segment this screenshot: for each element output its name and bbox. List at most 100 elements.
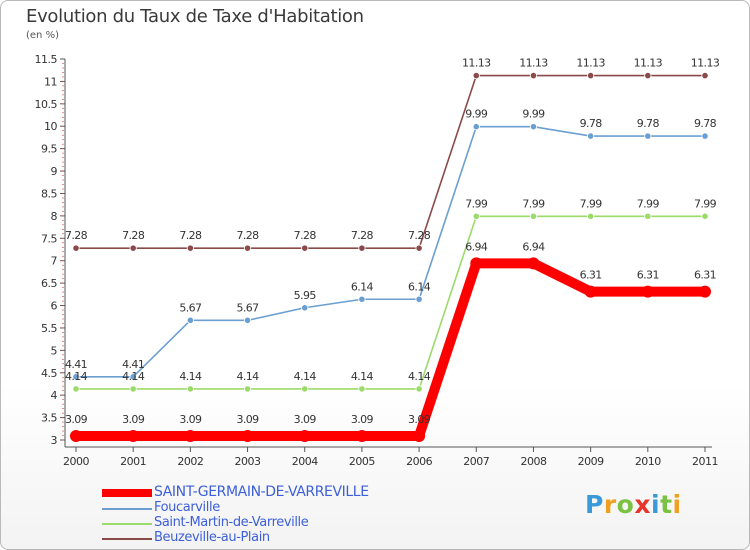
data-point	[472, 71, 480, 80]
data-label: 3.09	[236, 413, 259, 426]
logo-letter: o	[616, 490, 635, 519]
data-point	[529, 123, 538, 131]
data-point	[129, 373, 137, 381]
series-line	[75, 125, 706, 378]
y-tick-label: 11	[44, 75, 57, 88]
data-point	[415, 385, 423, 393]
logo-letter: i	[672, 490, 682, 519]
data-label: 7.28	[408, 229, 431, 242]
data-label: 3.09	[294, 413, 317, 426]
data-label: 3.09	[351, 413, 374, 426]
data-point	[587, 71, 595, 80]
x-tick-label: 2009	[578, 455, 604, 468]
legend-label: Foucarville	[154, 500, 220, 515]
data-label: 3.09	[65, 413, 88, 426]
data-point	[358, 244, 366, 252]
data-label: 7.99	[637, 197, 660, 210]
data-label: 7.99	[465, 197, 488, 210]
logo-letter: t	[660, 490, 673, 519]
data-point	[587, 132, 595, 140]
y-tick-label: 3	[51, 434, 58, 447]
x-tick-label: 2008	[520, 455, 546, 468]
data-point	[529, 71, 538, 80]
y-tick-label: 4	[51, 389, 58, 402]
data-label: 7.99	[580, 197, 603, 210]
data-label: 11.13	[462, 57, 491, 70]
data-label: 4.41	[65, 358, 87, 371]
x-tick-label: 2003	[235, 455, 261, 468]
data-label: 4.14	[65, 370, 88, 383]
data-point	[529, 212, 538, 220]
data-point	[301, 385, 309, 393]
data-label: 7.99	[522, 197, 545, 210]
data-label: 4.14	[351, 370, 374, 383]
data-point	[527, 257, 540, 270]
data-label: 7.28	[122, 229, 145, 242]
legend-item-saint-martin: Saint-Martin-de-Varreville	[102, 515, 422, 532]
y-tick-label: 3.5	[41, 412, 57, 425]
legend-swatch	[102, 508, 152, 510]
proxiti-logo[interactable]: Proxiti	[585, 490, 682, 519]
y-tick-label: 11.5	[35, 53, 58, 66]
y-tick-label: 7.5	[41, 232, 57, 245]
y-tick-label: 9	[51, 165, 58, 178]
data-point	[186, 385, 194, 393]
data-point	[358, 385, 366, 393]
data-point	[127, 429, 140, 442]
data-point	[72, 385, 80, 393]
data-point	[413, 429, 426, 442]
y-tick-label: 8	[51, 210, 58, 223]
legend-item-foucarville: Foucarville	[102, 500, 422, 517]
logo-letter: i	[651, 490, 661, 519]
data-point	[72, 244, 80, 252]
x-tick-label: 2006	[406, 455, 432, 468]
data-label: 9.99	[522, 108, 545, 121]
series-line	[75, 74, 706, 249]
data-label: 11.13	[576, 57, 605, 70]
data-label: 11.13	[691, 57, 720, 70]
data-point	[644, 71, 652, 80]
data-point	[243, 316, 252, 324]
legend-swatch	[102, 489, 152, 497]
data-label: 6.14	[408, 280, 431, 293]
legend-swatch	[102, 523, 152, 525]
data-label: 4.14	[294, 370, 317, 383]
data-label: 4.14	[408, 370, 431, 383]
data-label: 7.28	[294, 229, 317, 242]
logo-letter: x	[634, 490, 651, 519]
data-point	[129, 244, 137, 252]
data-label: 9.78	[694, 117, 717, 130]
y-tick-label: 6	[51, 300, 58, 313]
data-point	[301, 244, 309, 252]
data-point	[301, 304, 309, 312]
data-point	[186, 316, 194, 324]
logo-letter: r	[603, 490, 617, 519]
legend-label: Beuzeville-au-Plain	[154, 530, 270, 545]
y-tick-label: 9.5	[41, 143, 57, 156]
data-label: 11.13	[634, 57, 663, 70]
data-point	[587, 212, 595, 220]
y-tick-label: 5.5	[41, 322, 57, 335]
data-label: 4.14	[122, 370, 145, 383]
data-label: 3.09	[122, 413, 145, 426]
data-point	[641, 285, 654, 298]
data-label: 7.28	[351, 229, 374, 242]
data-point	[701, 71, 709, 80]
x-tick-label: 2005	[349, 455, 375, 468]
data-label: 6.94	[465, 240, 488, 253]
data-label: 5.67	[236, 301, 259, 314]
x-tick-label: 2007	[463, 455, 489, 468]
data-label: 4.14	[236, 370, 259, 383]
data-label: 4.41	[122, 358, 144, 371]
data-point	[243, 385, 252, 393]
y-tick-label: 6.5	[41, 277, 57, 290]
y-tick-label: 4.5	[41, 367, 57, 380]
data-point	[241, 429, 254, 442]
data-point	[701, 212, 709, 220]
data-label: 7.28	[236, 229, 259, 242]
y-tick-label: 10.5	[35, 98, 58, 111]
data-point	[70, 429, 82, 442]
data-point	[415, 295, 423, 303]
data-point	[472, 212, 480, 220]
